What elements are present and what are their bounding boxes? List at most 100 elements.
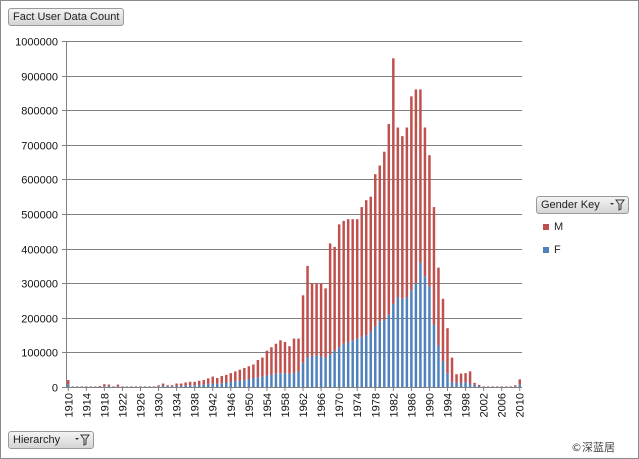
bar-m-2001	[477, 384, 481, 386]
bar-m-1989	[423, 127, 427, 277]
y-tick-label: 300000	[21, 279, 58, 291]
bar-f-1950	[247, 379, 251, 387]
bar-m-1976	[364, 200, 368, 336]
gridlines	[62, 41, 522, 388]
bar-m-1957	[279, 340, 282, 374]
x-tick-label: 1914	[81, 393, 93, 417]
bar-f-1919	[107, 385, 111, 387]
bar-m-1947	[234, 371, 237, 382]
bar-m-1960	[292, 338, 296, 373]
x-axis-tick-labels: 1910 1914 1918 1922 1926 1930 1934 1938 1942 1946…	[63, 393, 526, 417]
filter-dropdown-icon[interactable]	[609, 199, 625, 211]
bar-m-1944	[220, 375, 224, 384]
bar-m-1959	[288, 346, 291, 374]
bar-m-1985	[405, 127, 409, 298]
bar-f-1935	[179, 385, 183, 387]
bar-m-1986	[410, 96, 413, 291]
bar-f-1973	[351, 340, 354, 387]
bar-f-1989	[423, 276, 427, 387]
bar-f-1933	[170, 386, 174, 387]
bar-f-1993	[441, 361, 445, 387]
bar-f-1988	[419, 262, 422, 387]
x-tick-label: 1970	[334, 393, 346, 417]
axis-field-button[interactable]: Hierarchy	[8, 431, 94, 449]
bar-f-2010	[518, 384, 521, 387]
bar-f-1983	[396, 297, 400, 387]
bar-f-1969	[333, 350, 336, 387]
bar-f-1975	[360, 336, 363, 387]
y-tick-label: 600000	[21, 175, 58, 187]
bar-f-1957	[279, 373, 282, 387]
bar-f-1992	[437, 345, 440, 387]
filter-dropdown-icon[interactable]	[74, 434, 90, 446]
value-field-button[interactable]: Fact User Data Count	[8, 8, 125, 26]
bar-f-1947	[234, 381, 237, 387]
bar-m-1967	[324, 288, 327, 358]
bar-f-1918	[103, 386, 106, 387]
bar-m-1978	[374, 174, 377, 327]
bar-f-1965	[315, 355, 318, 387]
bar-m-1910	[67, 380, 70, 385]
bar-f-1938	[193, 385, 196, 387]
legend-swatch-m	[543, 224, 549, 230]
bar-m-1964	[310, 283, 314, 356]
x-tick-label: 1942	[208, 393, 220, 417]
bar-m-1977	[369, 196, 372, 332]
bar-m-1917	[98, 385, 102, 387]
bar-f-1934	[175, 385, 178, 387]
y-tick-label: 0	[52, 383, 58, 395]
bar-m-1997	[459, 373, 463, 383]
bar-m-1974	[355, 219, 359, 339]
y-tick-label: 400000	[21, 245, 58, 257]
bar-f-1987	[414, 283, 418, 387]
bar-m-1965	[315, 283, 318, 356]
bar-f-1955	[270, 374, 273, 387]
bar-f-1974	[355, 338, 359, 387]
bar-f-1967	[324, 357, 327, 387]
x-tick-label: 1998	[461, 393, 473, 417]
y-tick-label: 100000	[21, 348, 58, 360]
bar-m-1970	[337, 224, 341, 348]
bar-m-1994	[446, 328, 449, 374]
bar-m-1961	[297, 338, 300, 372]
legend-field-button[interactable]: Gender Key	[536, 196, 629, 214]
bar-f-2001	[477, 385, 481, 387]
bar-f-1959	[288, 373, 291, 387]
bar-m-1984	[401, 136, 404, 299]
bar-m-1949	[243, 367, 246, 381]
bar-m-1931	[161, 383, 165, 386]
bar-f-1956	[274, 373, 278, 387]
bar-f-1948	[238, 380, 242, 387]
y-tick-label: 900000	[21, 72, 58, 84]
x-tick-label: 1994	[443, 393, 455, 417]
bar-f-1946	[229, 382, 233, 387]
bar-f-1958	[283, 373, 287, 387]
bar-f-1962	[301, 362, 305, 387]
bar-f-1930	[157, 386, 160, 387]
bar-f-1966	[319, 356, 323, 387]
axis-field-label: Hierarchy	[13, 434, 61, 446]
bar-m-1943	[216, 378, 219, 384]
x-tick-label: 1954	[262, 393, 274, 417]
bar-f-1986	[410, 290, 413, 387]
bar-m-1918	[103, 384, 106, 387]
bar-f-1937	[188, 385, 192, 387]
bars	[67, 58, 521, 387]
bar-f-1951	[252, 378, 255, 387]
bar-m-1956	[274, 343, 278, 374]
x-tick-label: 1950	[244, 393, 256, 417]
x-tick-label: 1962	[298, 393, 310, 417]
y-tick-label: 700000	[21, 141, 58, 153]
bar-m-1952	[256, 360, 260, 378]
bar-m-1934	[175, 383, 178, 386]
x-tick-label: 2002	[479, 393, 491, 417]
bar-m-1930	[157, 385, 160, 387]
bar-f-1996	[455, 382, 458, 387]
bar-m-1995	[450, 357, 454, 382]
bar-m-1953	[261, 357, 264, 377]
bar-f-1980	[383, 319, 386, 387]
x-tick-label: 1934	[172, 393, 184, 417]
bar-f-1942	[211, 383, 214, 387]
bar-f-1931	[161, 385, 165, 387]
